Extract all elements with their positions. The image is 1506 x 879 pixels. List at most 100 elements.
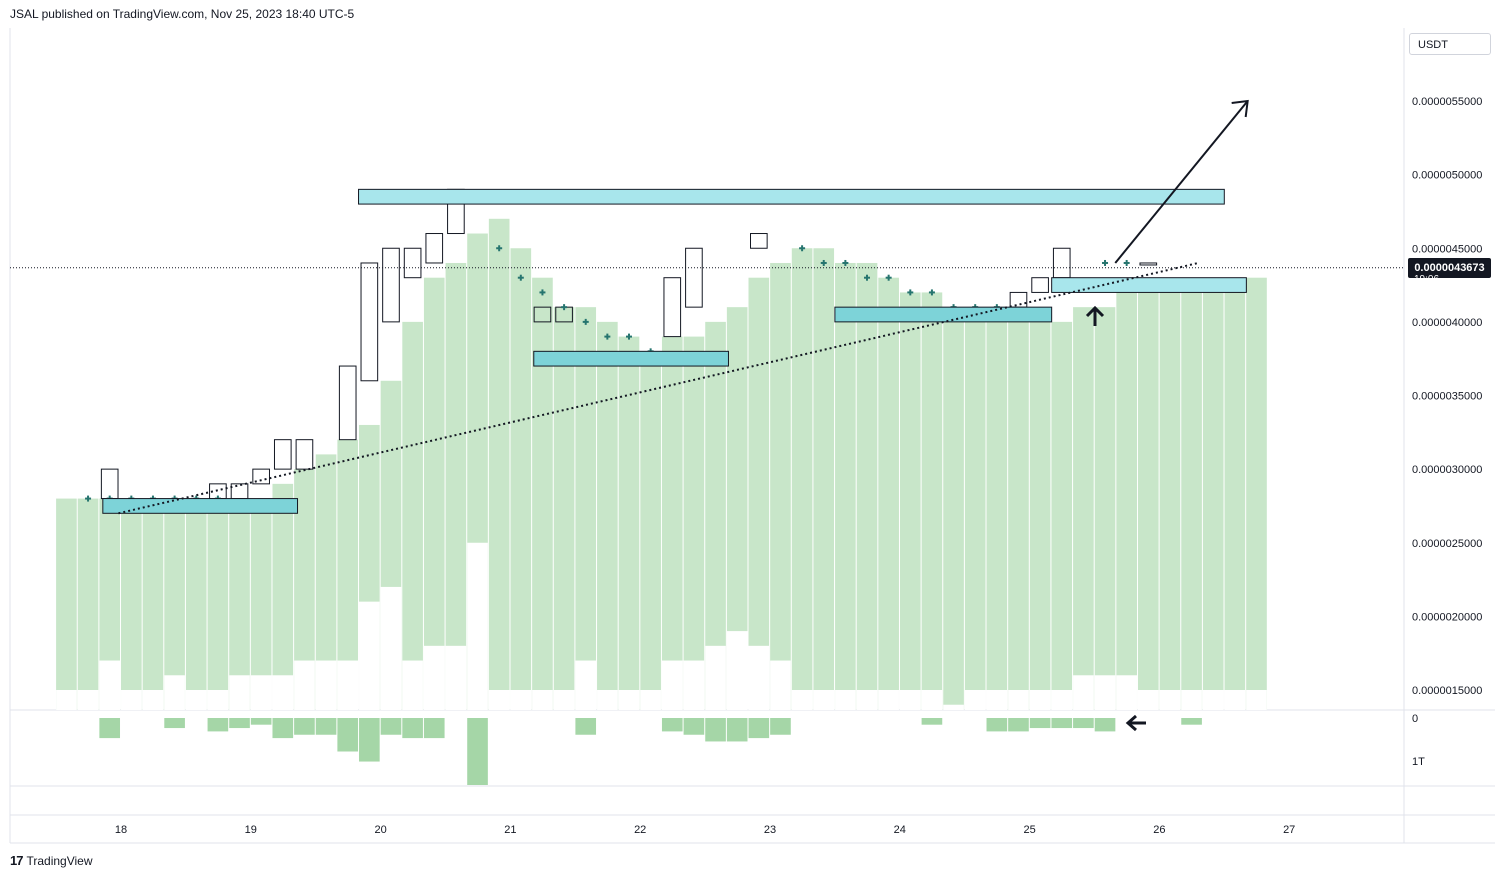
volume-bar <box>359 718 380 762</box>
price-tick: 0.0000025000 <box>1412 538 1482 550</box>
volume-bar <box>683 718 705 735</box>
publication-attribution: JSAL published on TradingView.com, Nov 2… <box>10 7 355 21</box>
zone-box[interactable] <box>358 188 1225 205</box>
hollow-candle <box>533 306 552 323</box>
area-bar-gap <box>1073 675 1094 710</box>
area-bar-gap <box>1181 690 1202 710</box>
area-bar-gap <box>359 601 380 710</box>
currency-selector[interactable]: USDT <box>1409 33 1491 55</box>
volume-bar <box>1094 718 1116 732</box>
area-bar-gap <box>402 660 423 710</box>
area-bar <box>553 307 575 710</box>
area-bar-gap <box>1051 690 1073 710</box>
zone-box[interactable] <box>533 350 729 367</box>
area-bar <box>1094 307 1116 710</box>
area-bar <box>1116 292 1137 710</box>
hollow-candle <box>360 262 379 382</box>
plus-marker <box>625 333 632 340</box>
up-arrow-icon <box>1085 305 1105 326</box>
area-bar <box>943 307 964 710</box>
area-bar-gap <box>315 660 337 710</box>
hollow-candle <box>273 439 292 470</box>
area-bar-gap <box>748 645 770 710</box>
plus-marker <box>604 333 611 340</box>
plus-marker <box>85 495 92 502</box>
support-resistance-zones[interactable] <box>102 188 1247 514</box>
area-bar <box>899 292 921 710</box>
time-axis-ticks: 18 19 20 21 22 23 24 25 26 27 <box>115 824 1295 836</box>
price-tick: 0.0000020000 <box>1412 611 1482 623</box>
area-bar-gap <box>1224 690 1246 710</box>
date-tick: 26 <box>1153 824 1165 836</box>
volume-bar <box>575 718 597 735</box>
area-bar-gap <box>1094 675 1116 710</box>
plus-marker <box>885 274 892 281</box>
area-bar <box>337 439 359 710</box>
area-bar <box>813 248 835 710</box>
area-bar-gap <box>142 690 164 710</box>
date-tick: 25 <box>1023 824 1035 836</box>
date-tick: 27 <box>1283 824 1295 836</box>
area-bar-gap <box>878 690 899 710</box>
area-bar <box>726 307 748 710</box>
hollow-candle <box>230 483 249 500</box>
date-tick: 23 <box>764 824 776 836</box>
volume-bar <box>294 718 315 735</box>
area-bar <box>207 498 229 710</box>
area-bar-gap <box>272 675 294 710</box>
area-bar <box>488 218 510 711</box>
area-bar <box>683 336 705 710</box>
volume-bar <box>986 718 1008 732</box>
plus-marker <box>539 289 546 296</box>
area-bar-gap <box>1246 690 1267 710</box>
area-bar <box>791 248 813 710</box>
area-bar-gap <box>899 690 921 710</box>
volume-bar <box>423 718 445 739</box>
volume-bar <box>705 718 726 742</box>
area-bar <box>878 277 899 710</box>
date-tick: 24 <box>894 824 906 836</box>
area-bar <box>705 321 726 710</box>
area-bar-gap <box>207 690 229 710</box>
volume-bar <box>402 718 423 739</box>
area-bars <box>56 218 1267 711</box>
plus-marker <box>907 289 914 296</box>
area-bar-gap <box>791 690 813 710</box>
area-bar <box>423 277 445 710</box>
area-bar <box>294 469 315 710</box>
area-bar <box>250 498 272 710</box>
plus-marker <box>496 245 503 252</box>
price-axis-ticks: 0.0000055000 0.0000050000 0.0000045000 0.00… <box>1412 96 1482 697</box>
hollow-candle <box>663 277 682 338</box>
zone-box[interactable] <box>102 498 299 514</box>
hollow-candle <box>252 468 270 485</box>
area-bar <box>986 307 1008 710</box>
volume-tick-0: 0 <box>1412 713 1418 725</box>
area-bar <box>1008 321 1029 710</box>
volume-bar <box>726 718 748 742</box>
area-bar-gap <box>294 660 315 710</box>
area-bar <box>77 498 99 710</box>
area-bar <box>402 321 423 710</box>
area-bar-gap <box>640 690 661 710</box>
area-bar-gap <box>986 690 1008 710</box>
target-arrow[interactable] <box>1114 99 1249 264</box>
area-bar-gap <box>1116 675 1137 710</box>
area-bar-gap <box>856 690 878 710</box>
area-bar-gap <box>467 542 488 710</box>
area-bar <box>142 498 164 710</box>
zone-box[interactable] <box>1051 277 1247 293</box>
area-bar-gap <box>423 645 445 710</box>
tradingview-logo[interactable]: 17 TradingView <box>10 853 93 868</box>
area-bar <box>1246 277 1267 710</box>
hollow-candle <box>1052 247 1071 279</box>
zone-box[interactable] <box>834 306 1053 323</box>
area-bar-gap <box>1029 690 1051 710</box>
volume-tick-1t: 1T <box>1412 756 1425 768</box>
left-arrow-icon <box>1125 714 1146 732</box>
volume-bar <box>1181 718 1202 725</box>
bar-countdown: 19:06 <box>1414 274 1440 285</box>
volume-bar <box>1051 718 1073 729</box>
price-tick: 0.0000035000 <box>1412 391 1482 403</box>
